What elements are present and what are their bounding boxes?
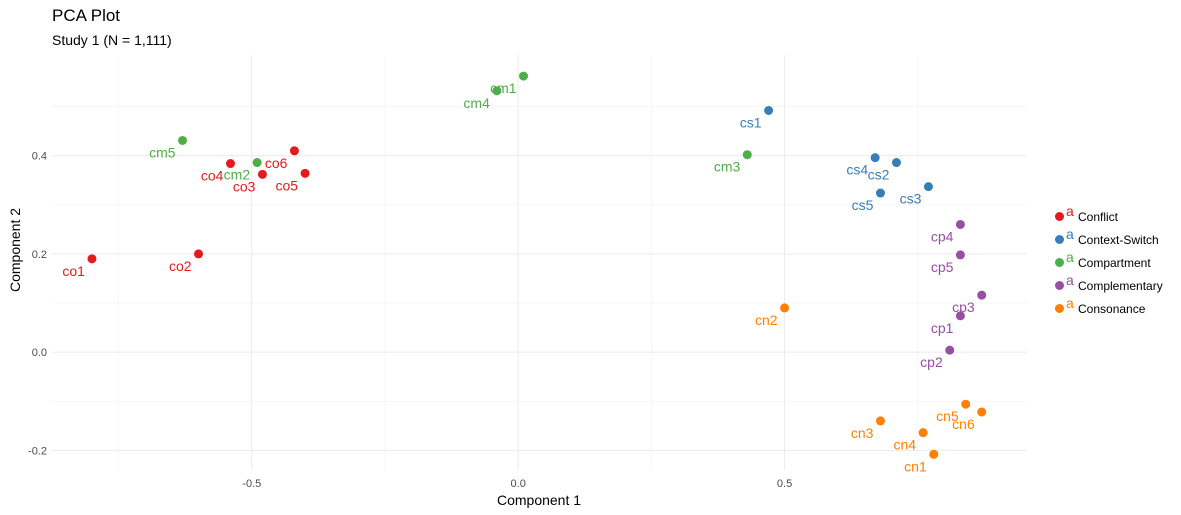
data-point-cs3 <box>923 182 933 192</box>
legend-key-glyph: a <box>1066 249 1074 265</box>
data-point-cn5 <box>961 399 971 409</box>
data-point-co5 <box>300 168 310 178</box>
point-label-cn5: cn5 <box>936 408 959 424</box>
x-tick-label: 0.5 <box>777 478 792 490</box>
data-point-cn6 <box>977 407 987 417</box>
x-axis-label: Component 1 <box>497 492 581 508</box>
legend-key-dot <box>1055 258 1064 267</box>
point-label-cs4: cs4 <box>846 162 868 178</box>
legend-key-dot <box>1055 281 1064 290</box>
data-point-cn1 <box>929 449 939 459</box>
data-point-cs1 <box>764 105 774 115</box>
grid-lines <box>52 55 1027 470</box>
data-point-co2 <box>194 249 204 259</box>
data-point-cn2 <box>780 303 790 313</box>
legend-key-glyph: a <box>1066 295 1074 311</box>
y-tick-label: 0.4 <box>32 151 47 163</box>
data-point-cp3 <box>977 290 987 300</box>
point-label-cs3: cs3 <box>900 191 922 207</box>
data-point-cp2 <box>945 345 955 355</box>
axis-ticks: -0.5 0.0 0.5 -0.2 0.0 0.2 0.4 <box>28 151 792 490</box>
data-point-co4 <box>225 159 235 169</box>
point-label-cn1: cn1 <box>904 458 927 474</box>
point-label-co4: co4 <box>201 168 224 184</box>
y-axis-label: Component 2 <box>7 208 23 292</box>
y-tick-label: 0.0 <box>32 347 47 359</box>
point-label-co5: co5 <box>275 177 298 193</box>
data-point-cn3 <box>875 416 885 426</box>
data-point-cn4 <box>918 428 928 438</box>
legend-key-glyph: a <box>1066 226 1074 242</box>
data-point-cp5 <box>955 250 965 260</box>
point-label-cm2: cm2 <box>224 167 251 183</box>
y-tick-label: -0.2 <box>28 445 47 457</box>
data-point-co6 <box>289 146 299 156</box>
data-points <box>87 71 987 459</box>
point-label-co3: co3 <box>233 178 256 194</box>
point-label-co1: co1 <box>62 263 85 279</box>
point-label-cm5: cm5 <box>149 144 176 160</box>
data-point-cs4 <box>870 153 880 163</box>
point-label-cp5: cp5 <box>931 259 954 275</box>
data-point-cs2 <box>891 158 901 168</box>
legend-key-glyph: a <box>1066 272 1074 288</box>
x-tick-label: 0.0 <box>511 478 526 490</box>
data-point-co1 <box>87 254 97 264</box>
point-label-cs1: cs1 <box>740 114 762 130</box>
data-point-cm1 <box>519 71 529 81</box>
point-label-cs5: cs5 <box>852 197 874 213</box>
point-label-cm3: cm3 <box>714 159 741 175</box>
point-label-cm1: cm1 <box>490 80 517 96</box>
legend-key-dot <box>1055 235 1064 244</box>
point-label-cp4: cp4 <box>931 228 954 244</box>
point-label-cn3: cn3 <box>851 425 874 441</box>
legend-label: Consonance <box>1078 302 1146 316</box>
legend-label: Context-Switch <box>1078 233 1159 247</box>
data-point-cm4 <box>492 86 502 96</box>
legend-label: Conflict <box>1078 210 1119 224</box>
data-point-co3 <box>257 169 267 179</box>
point-label-cs2: cs2 <box>868 167 890 183</box>
y-tick-label: 0.2 <box>32 249 47 261</box>
chart-title: PCA Plot <box>52 6 121 25</box>
point-labels: co1 co2 co3 co4 co5 co6 cs1 cs2 cs3 cs4 cs5 cm1 cm2 c… <box>62 80 975 474</box>
legend-label: Complementary <box>1078 279 1163 293</box>
point-label-co2: co2 <box>169 258 192 274</box>
legend-key-glyph: a <box>1066 203 1074 219</box>
data-point-cp1 <box>955 311 965 321</box>
legend-key-dot <box>1055 304 1064 313</box>
data-point-cm5 <box>178 135 188 145</box>
x-tick-label: -0.5 <box>242 478 261 490</box>
point-label-cp3: cp3 <box>952 299 975 315</box>
legend-key-dot <box>1055 212 1064 221</box>
data-point-cp4 <box>955 219 965 229</box>
point-label-cm4: cm4 <box>463 95 490 111</box>
chart-subtitle: Study 1 (N = 1,111) <box>52 32 172 48</box>
point-label-cn6: cn6 <box>952 416 975 432</box>
data-point-cs5 <box>875 188 885 198</box>
point-label-cn2: cn2 <box>755 312 778 328</box>
point-label-cp2: cp2 <box>920 354 943 370</box>
data-point-cm2 <box>252 158 262 168</box>
point-label-cn4: cn4 <box>894 437 917 453</box>
legend-label: Compartment <box>1078 256 1151 270</box>
point-label-cp1: cp1 <box>931 320 954 336</box>
point-label-co6: co6 <box>265 155 288 171</box>
data-point-cm3 <box>742 150 752 160</box>
